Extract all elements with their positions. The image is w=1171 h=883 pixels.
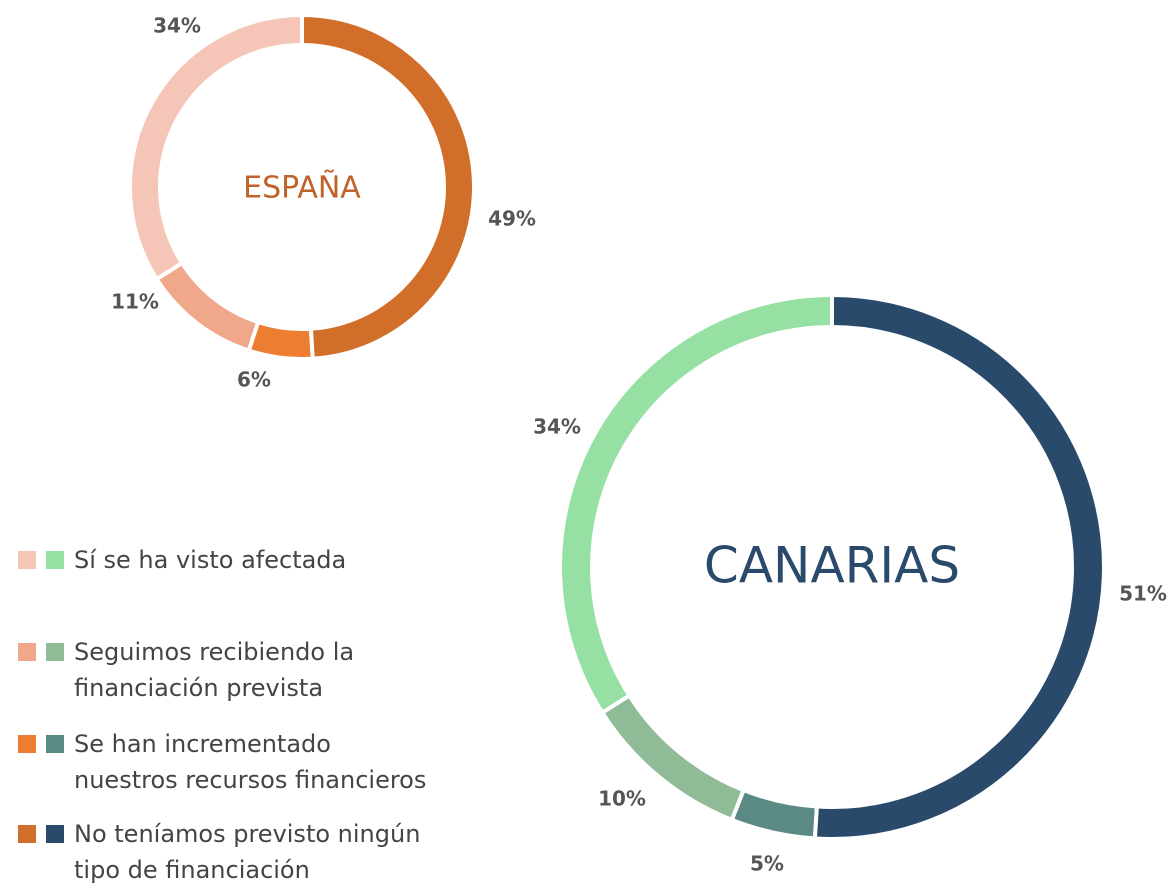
data-label: 34% xyxy=(153,14,201,38)
donut-segment xyxy=(558,292,834,716)
chart-title: ESPAÑA xyxy=(243,170,361,206)
legend-label: No teníamos previsto ningún tipo de fina… xyxy=(74,820,421,883)
legend-swatch xyxy=(18,551,36,569)
legend-item: No teníamos previsto ningún tipo de fina… xyxy=(18,816,438,883)
data-label: 6% xyxy=(237,368,271,392)
data-label: 34% xyxy=(533,415,581,439)
donut-segment xyxy=(154,260,261,354)
legend-swatch xyxy=(18,735,36,753)
legend-swatch xyxy=(46,735,64,753)
donut-segment xyxy=(128,12,304,282)
legend-swatch xyxy=(18,643,36,661)
data-label: 51% xyxy=(1119,582,1167,606)
data-label: 10% xyxy=(598,787,646,811)
legend-item: Se han incrementado nuestros recursos fi… xyxy=(18,726,438,798)
legend-swatch xyxy=(18,825,36,843)
donut-segment xyxy=(812,292,1106,841)
legend-item: Seguimos recibiendo la financiación prev… xyxy=(18,634,438,706)
data-label: 49% xyxy=(488,207,536,231)
legend-item: Sí se ha visto afectada xyxy=(18,542,438,578)
legend-label: Se han incrementado nuestros recursos fi… xyxy=(74,730,427,794)
legend-label: Sí se ha visto afectada xyxy=(74,546,347,574)
donut-segment xyxy=(729,787,820,841)
donut-segment xyxy=(300,12,477,361)
chart-title: CANARIAS xyxy=(704,537,960,595)
legend-label: Seguimos recibiendo la financiación prev… xyxy=(74,638,355,702)
donut-segment xyxy=(246,319,315,361)
data-label: 11% xyxy=(111,290,159,314)
data-label: 5% xyxy=(750,852,784,876)
legend-swatch xyxy=(46,825,64,843)
legend-swatch xyxy=(46,643,64,661)
legend-swatch xyxy=(46,551,64,569)
